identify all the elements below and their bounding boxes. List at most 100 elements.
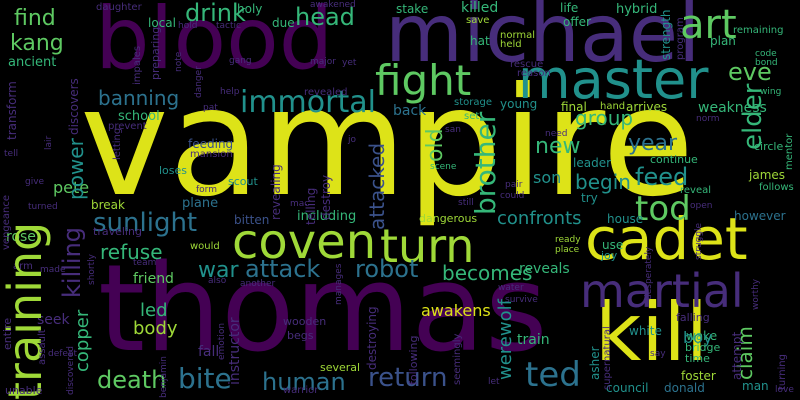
word-instructor: instructor	[227, 317, 243, 385]
word-survive: survive	[505, 295, 538, 305]
word-new: new	[535, 134, 581, 159]
word-following: following	[407, 335, 420, 385]
word-pair: pair	[505, 180, 523, 190]
word-young: young	[500, 97, 538, 111]
word-let: let	[488, 377, 500, 387]
word-several: several	[320, 361, 361, 374]
word-human: human	[262, 368, 346, 396]
word-brother: brother	[469, 111, 502, 215]
word-entire: entire	[1, 317, 14, 350]
word-made: made	[40, 265, 66, 275]
word-still: still	[458, 198, 474, 208]
word-plane: plane	[182, 196, 219, 211]
word-reveal: reveal	[680, 185, 712, 196]
word-death: death	[97, 366, 167, 394]
word-however: however	[734, 209, 786, 223]
word-werewolf: werewolf	[495, 299, 516, 380]
word-continue: continue	[650, 153, 698, 166]
word-holy: holy	[237, 2, 263, 16]
word-emotion: emotion	[217, 322, 227, 360]
word-set: set	[464, 111, 480, 122]
word-led: led	[140, 300, 168, 321]
word-scout: scout	[228, 175, 258, 188]
word-seemingly: seemingly	[452, 333, 463, 385]
word-defeat: defeat	[48, 349, 77, 359]
word-destroying: destroying	[365, 306, 379, 370]
word-supernatural: supernatural	[602, 326, 613, 390]
word-donald: donald	[664, 381, 705, 395]
word-james: james	[749, 168, 786, 182]
word-arrives: arrives	[626, 100, 668, 114]
word-struggle: struggle	[694, 222, 704, 260]
word-bite: bite	[178, 362, 232, 395]
word-wing: wing	[760, 87, 782, 97]
word-water: water	[498, 283, 524, 293]
word-jo: jo	[348, 135, 357, 145]
word-wooden: wooden	[283, 315, 327, 328]
word-bond: bond	[755, 58, 778, 68]
word-note: note	[174, 51, 184, 72]
word-hand: hand	[600, 101, 626, 112]
word-back: back	[393, 103, 427, 119]
word-drink: drink	[185, 0, 246, 27]
word-shortly: shortly	[87, 254, 97, 285]
word-time: time	[685, 352, 710, 365]
word-robot: robot	[355, 255, 419, 283]
word-copper: copper	[72, 309, 93, 372]
word-confronts: confronts	[497, 208, 582, 229]
word-danger: danger	[194, 66, 204, 98]
word-martial: martial	[580, 264, 744, 318]
word-try: try	[581, 191, 598, 205]
word-ancient: ancient	[8, 55, 57, 70]
word-benjamin: benjamin	[159, 356, 169, 398]
word-thomas: thomas	[98, 240, 548, 379]
word-stake: stake	[396, 2, 429, 16]
word-year: year	[628, 131, 678, 156]
word-man: man	[742, 379, 769, 393]
word-falling: falling	[676, 311, 710, 324]
word-preparing: preparing	[149, 26, 162, 80]
word-blood: blood	[95, 0, 334, 89]
word-san: san	[445, 125, 461, 135]
word-lair: lair	[44, 135, 54, 150]
word-would: would	[190, 241, 220, 252]
word-house: house	[607, 212, 644, 226]
word-feed: feed	[635, 163, 689, 191]
word-team: team	[133, 258, 157, 268]
word-body: body	[133, 318, 178, 339]
word-kang: kang	[10, 31, 64, 56]
word-attack: attack	[245, 255, 321, 283]
word-art: art	[680, 2, 737, 48]
word-war: war	[198, 258, 239, 283]
word-impales: impales	[132, 45, 143, 85]
word-assault: assault	[37, 329, 48, 365]
word-break: break	[91, 198, 125, 212]
word-reason: reason	[517, 68, 551, 79]
word-boy: boy	[683, 328, 713, 347]
word-tod: tod	[635, 189, 691, 229]
word-refuse: refuse	[100, 240, 163, 264]
word-awakens: awakens	[421, 301, 491, 320]
word-letting: letting	[112, 127, 123, 160]
word-prevent: prevent	[108, 121, 147, 132]
word-mentor: mentor	[784, 133, 795, 170]
word-tactic: tactic	[216, 21, 241, 31]
word-say: say	[650, 349, 666, 359]
word-cadet: cadet	[585, 205, 748, 273]
word-head: head	[295, 3, 355, 31]
word-form: form	[196, 185, 217, 195]
word-yet: yet	[342, 58, 357, 68]
word-group: group	[575, 106, 634, 130]
word-norm: norm	[696, 114, 720, 124]
word-use: use	[602, 238, 624, 252]
word-arm: arm	[13, 261, 33, 272]
word-fight: fight	[375, 56, 472, 105]
word-plan: plan	[710, 34, 736, 48]
word-mansion: mansion	[190, 149, 233, 160]
word-major: major	[310, 57, 336, 67]
word-life: life	[560, 1, 579, 15]
word-fall: fall	[198, 344, 220, 360]
word-attempt: attempt	[730, 331, 744, 380]
word-place: place	[555, 245, 580, 255]
word-open: open	[690, 201, 713, 211]
